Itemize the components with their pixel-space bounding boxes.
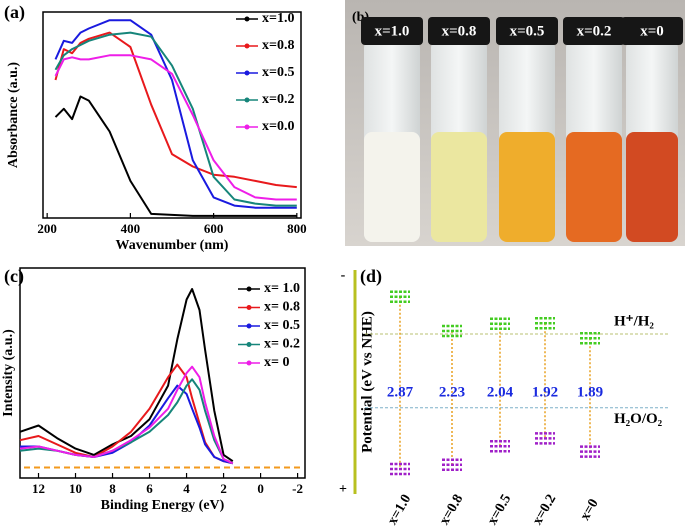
legend-marker (244, 124, 250, 130)
band-gap-label: 2.87 (387, 384, 414, 400)
level-label: H₂O/O₂ (614, 411, 663, 427)
x-tick-label: 400 (121, 221, 141, 236)
series-line (54, 54, 297, 201)
y-axis-title: Absorbance (a.u.) (6, 62, 21, 169)
conduction-band (390, 290, 410, 304)
panel-label: (a) (4, 2, 25, 23)
x-axis-title: Binding Energy (eV) (101, 498, 225, 513)
label-box (621, 17, 683, 45)
x-tick-label: 6 (146, 481, 153, 496)
legend-marker (244, 16, 250, 22)
legend-label: x= 1.0 (264, 281, 300, 296)
valence-band (390, 462, 410, 476)
valence-band (490, 439, 510, 453)
y-axis-title: Potential (eV vs NHE) (359, 311, 375, 453)
legend-marker (246, 360, 252, 366)
series-line (54, 31, 297, 207)
series-line (19, 288, 234, 463)
sign-top: - (341, 268, 346, 283)
category-label: x=0 (578, 497, 602, 524)
conduction-band (535, 316, 555, 330)
category-label: x=1.0 (385, 492, 414, 528)
valence-band (442, 458, 462, 472)
x-tick-label: 0 (257, 481, 264, 496)
x-tick-label: 200 (37, 221, 57, 236)
vial-liquid (364, 132, 420, 242)
legend-label: x=0.0 (262, 119, 294, 134)
vial-liquid (499, 132, 555, 242)
vial-label: x=0.5 (510, 23, 545, 39)
legend-marker (244, 97, 250, 103)
conduction-band (490, 317, 510, 331)
conduction-band (580, 331, 600, 345)
series-line (54, 19, 297, 209)
legend-marker (244, 70, 250, 76)
legend-label: x=0.5 (262, 65, 294, 80)
series-line (54, 31, 297, 189)
legend-label: x= 0 (264, 355, 289, 370)
legend-marker (246, 342, 252, 347)
plot-frame (42, 11, 302, 219)
label-box (361, 17, 423, 45)
category-label: x=0.8 (437, 492, 466, 528)
vial-label: x=0 (640, 23, 664, 39)
x-axis-title: Wavenumber (nm) (116, 238, 229, 253)
x-tick-label: 600 (204, 221, 224, 236)
vial-liquid (431, 132, 487, 242)
legend-label: x=0.8 (262, 38, 294, 53)
legend-marker (246, 323, 252, 329)
panel-label: (c) (4, 266, 24, 287)
valence-band (535, 432, 555, 445)
plot-frame (19, 267, 306, 479)
band-gap-label: 1.92 (532, 384, 558, 400)
legend-marker (244, 43, 250, 49)
series-line (19, 378, 234, 465)
level-label: H⁺/H₂ (614, 313, 654, 329)
x-tick-label: 12 (32, 481, 45, 496)
panel-label: (d) (360, 266, 382, 287)
category-label: x=0.2 (530, 492, 559, 528)
series-line (54, 95, 297, 217)
y-axis-title: Intensity (a.u.) (1, 329, 16, 417)
x-tick-label: 4 (183, 481, 190, 496)
legend-label: x= 0.8 (264, 300, 300, 315)
x-tick-label: 2 (220, 481, 227, 496)
vial-liquid (626, 132, 678, 242)
legend-marker (246, 286, 252, 292)
legend-label: x= 0.5 (264, 318, 300, 333)
vials (364, 40, 678, 242)
vial-label: x=0.2 (577, 23, 612, 39)
vial-label: x=0.8 (442, 23, 477, 39)
x-tick-label: 8 (109, 481, 116, 496)
legend-label: x= 0.2 (264, 337, 300, 352)
legend-marker (246, 305, 252, 310)
band-gap-label: 2.23 (439, 384, 465, 400)
vial-liquid (566, 132, 622, 242)
vial-label: x=1.0 (375, 23, 410, 39)
label-box (428, 17, 490, 45)
legend-label: x=0.2 (262, 92, 294, 107)
legend-label: x=1.0 (262, 11, 294, 26)
x-tick-label: 800 (287, 221, 307, 236)
series-line (19, 365, 234, 465)
label-box (496, 17, 558, 45)
valence-band (580, 445, 600, 458)
x-tick-label: -2 (292, 481, 303, 496)
label-box (563, 17, 625, 45)
sign-bottom: + (339, 482, 347, 497)
x-tick-label: 10 (69, 481, 82, 496)
conduction-band (442, 324, 462, 338)
category-label: x=0.5 (485, 492, 514, 528)
band-gap-label: 1.89 (577, 384, 603, 400)
band-gap-label: 2.04 (487, 384, 514, 400)
